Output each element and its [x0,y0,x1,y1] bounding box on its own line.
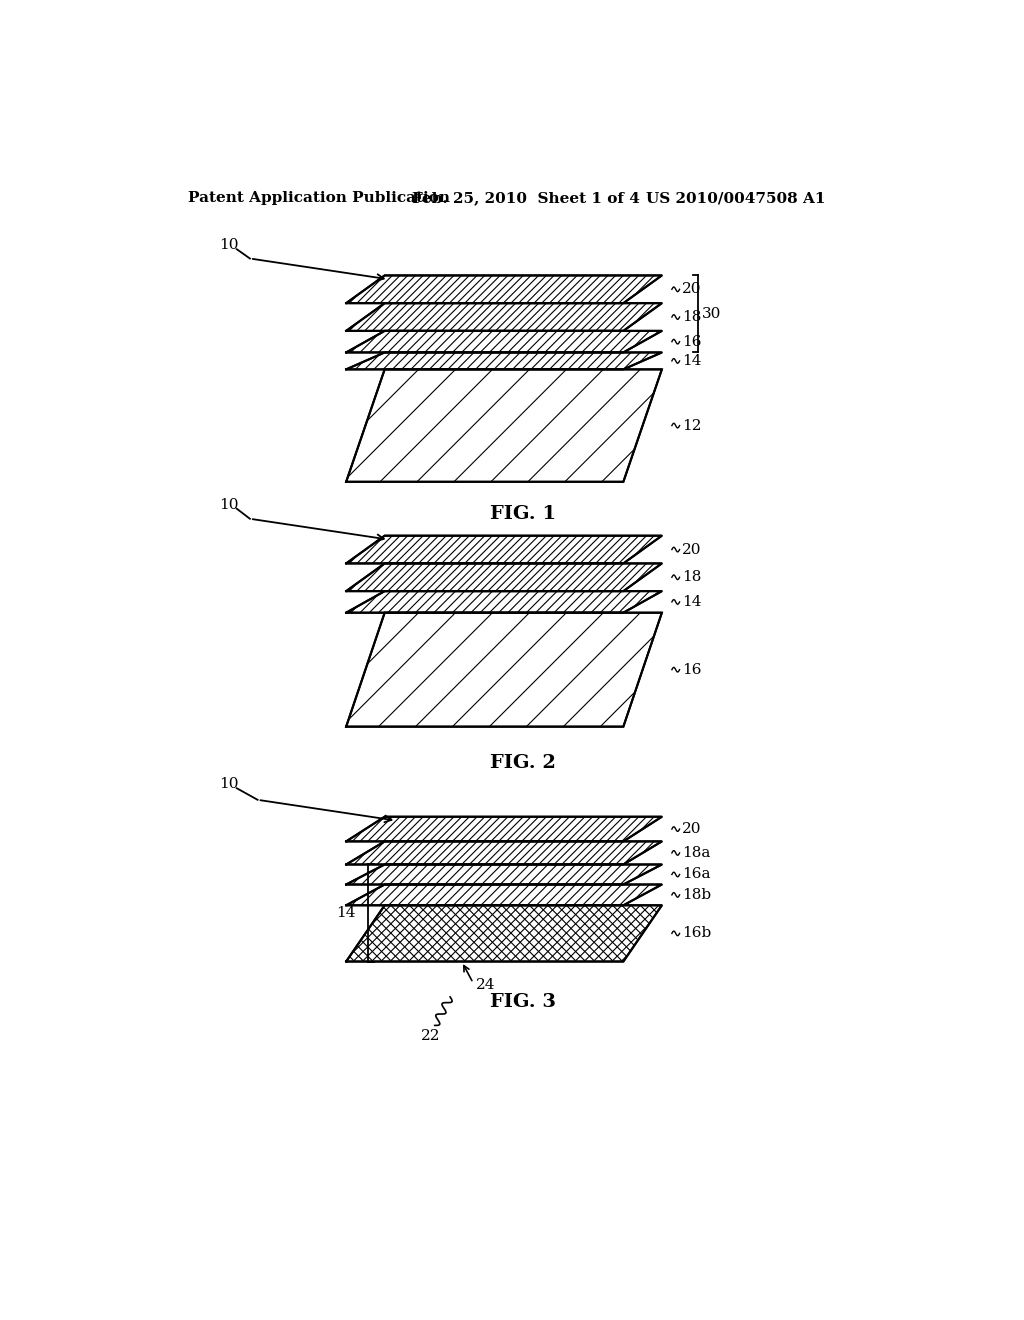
Polygon shape [346,370,662,482]
Polygon shape [346,564,662,591]
Text: 18: 18 [682,570,701,585]
Text: 10: 10 [219,777,239,792]
Text: FIG. 3: FIG. 3 [490,993,556,1011]
Text: 14: 14 [337,906,356,920]
Text: 18: 18 [682,310,701,323]
Polygon shape [346,304,662,331]
Text: Feb. 25, 2010  Sheet 1 of 4: Feb. 25, 2010 Sheet 1 of 4 [412,191,639,206]
Polygon shape [346,612,662,726]
Polygon shape [346,865,662,884]
Text: Patent Application Publication: Patent Application Publication [188,191,451,206]
Text: 20: 20 [682,282,701,296]
Text: 16: 16 [682,663,701,677]
Text: 16a: 16a [682,867,711,882]
Text: 10: 10 [219,238,239,252]
Text: 20: 20 [682,822,701,836]
Polygon shape [346,906,662,961]
Text: 18b: 18b [682,888,711,902]
Polygon shape [346,536,662,564]
Text: 22: 22 [421,1030,440,1043]
Text: 16b: 16b [682,927,711,940]
Polygon shape [346,276,662,304]
Text: 20: 20 [682,543,701,557]
Text: FIG. 2: FIG. 2 [490,754,556,772]
Polygon shape [346,841,662,865]
Text: 10: 10 [219,498,239,512]
Polygon shape [346,591,662,612]
Text: 14: 14 [682,595,701,609]
Text: 18a: 18a [682,846,711,859]
Text: 16: 16 [682,335,701,348]
Text: 24: 24 [476,978,496,991]
Text: US 2010/0047508 A1: US 2010/0047508 A1 [646,191,826,206]
Polygon shape [346,352,662,370]
Polygon shape [346,331,662,352]
Text: 12: 12 [682,418,701,433]
Polygon shape [346,884,662,906]
Text: 14: 14 [682,354,701,368]
Text: FIG. 1: FIG. 1 [490,506,556,523]
Text: 30: 30 [701,308,721,321]
Polygon shape [346,817,662,841]
